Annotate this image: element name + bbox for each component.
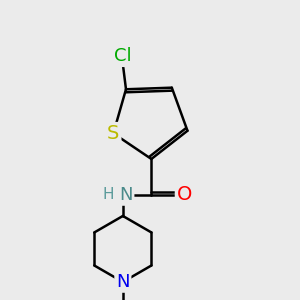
- Text: H: H: [102, 188, 114, 202]
- Text: N: N: [116, 273, 130, 291]
- Text: Cl: Cl: [114, 47, 132, 65]
- Text: S: S: [107, 124, 119, 143]
- Text: O: O: [177, 185, 192, 205]
- Text: N: N: [119, 186, 133, 204]
